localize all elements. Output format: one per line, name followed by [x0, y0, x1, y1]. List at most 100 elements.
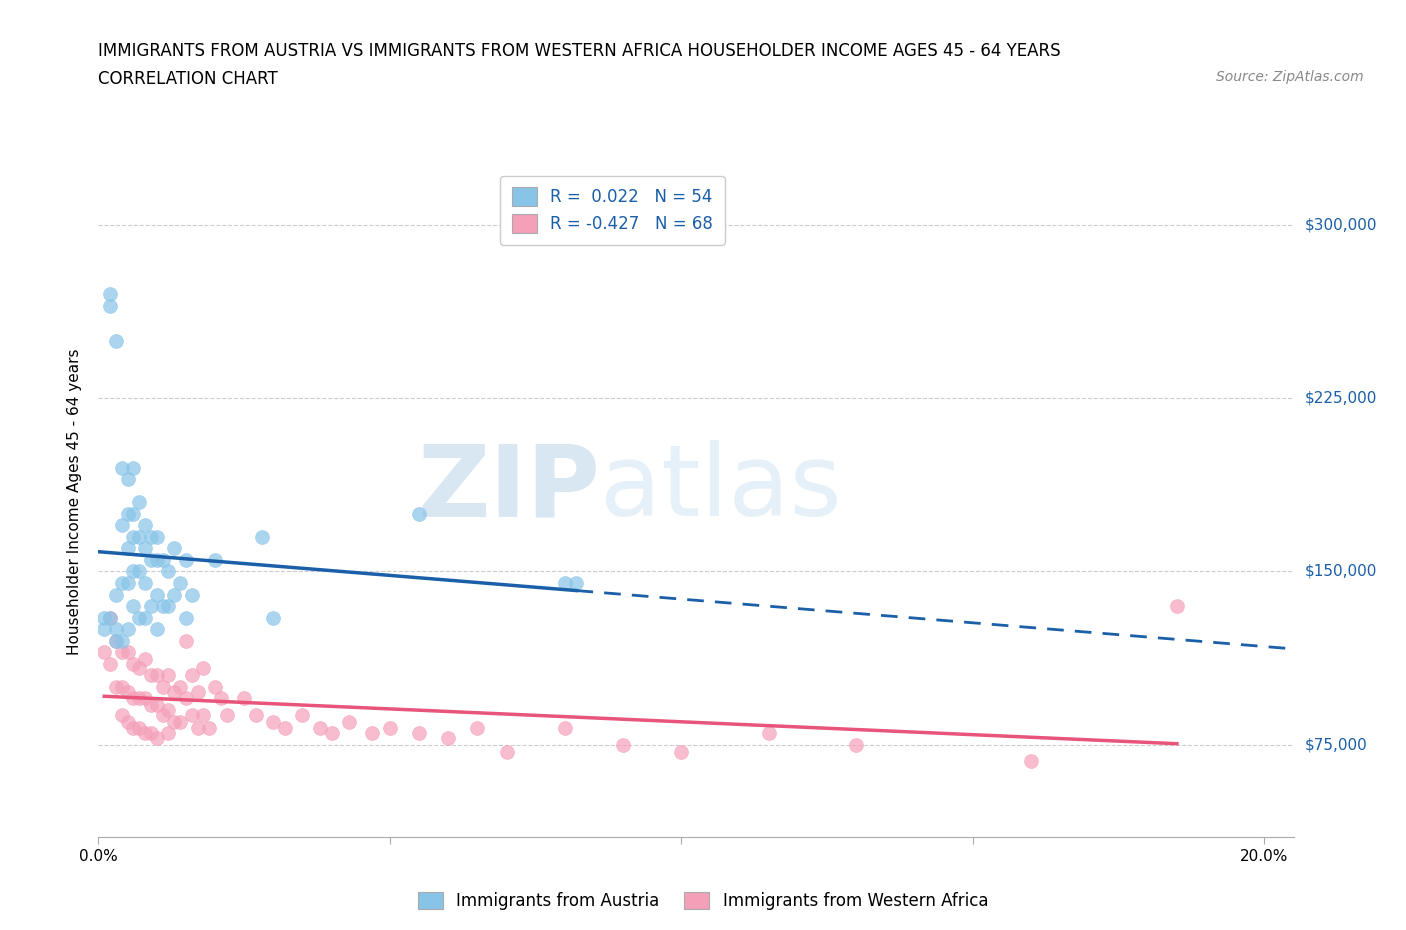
- Point: [128, 661, 150, 676]
- Point: [250, 529, 273, 544]
- Point: [128, 691, 150, 706]
- Point: [186, 684, 208, 699]
- Text: $75,000: $75,000: [1305, 737, 1368, 752]
- Text: $225,000: $225,000: [1305, 391, 1376, 405]
- Point: [671, 744, 693, 759]
- Point: [309, 721, 332, 736]
- Point: [122, 599, 145, 614]
- Point: [152, 680, 174, 695]
- Point: [758, 725, 780, 740]
- Point: [111, 576, 134, 591]
- Point: [145, 529, 167, 544]
- Point: [104, 622, 127, 637]
- Point: [157, 702, 180, 717]
- Point: [180, 707, 202, 722]
- Point: [157, 725, 180, 740]
- Point: [180, 668, 202, 683]
- Point: [128, 721, 150, 736]
- Point: [163, 541, 186, 556]
- Point: [186, 721, 208, 736]
- Point: [122, 529, 145, 544]
- Point: [93, 622, 115, 637]
- Point: [262, 610, 284, 625]
- Point: [122, 657, 145, 671]
- Point: [122, 721, 145, 736]
- Point: [145, 698, 167, 712]
- Point: [321, 725, 343, 740]
- Point: [274, 721, 297, 736]
- Point: [98, 299, 121, 313]
- Point: [117, 506, 139, 521]
- Point: [408, 725, 430, 740]
- Point: [122, 564, 145, 578]
- Point: [554, 576, 576, 591]
- Point: [122, 506, 145, 521]
- Point: [408, 506, 430, 521]
- Point: [152, 707, 174, 722]
- Point: [169, 680, 191, 695]
- Point: [157, 599, 180, 614]
- Point: [98, 657, 121, 671]
- Point: [152, 552, 174, 567]
- Point: [437, 730, 460, 745]
- Point: [193, 661, 215, 676]
- Point: [93, 610, 115, 625]
- Point: [1019, 753, 1042, 768]
- Point: [134, 576, 156, 591]
- Point: [111, 644, 134, 659]
- Point: [193, 707, 215, 722]
- Point: [134, 652, 156, 667]
- Point: [111, 460, 134, 475]
- Point: [139, 668, 162, 683]
- Point: [93, 644, 115, 659]
- Point: [111, 518, 134, 533]
- Point: [262, 714, 284, 729]
- Point: [128, 529, 150, 544]
- Point: [122, 691, 145, 706]
- Point: [117, 684, 139, 699]
- Point: [139, 552, 162, 567]
- Point: [98, 610, 121, 625]
- Point: [163, 714, 186, 729]
- Text: CORRELATION CHART: CORRELATION CHART: [98, 70, 278, 87]
- Point: [565, 576, 588, 591]
- Point: [145, 668, 167, 683]
- Point: [291, 707, 314, 722]
- Point: [111, 680, 134, 695]
- Point: [104, 633, 127, 648]
- Point: [139, 725, 162, 740]
- Point: [128, 610, 150, 625]
- Legend: Immigrants from Austria, Immigrants from Western Africa: Immigrants from Austria, Immigrants from…: [411, 885, 995, 917]
- Point: [174, 633, 197, 648]
- Text: ZIP: ZIP: [418, 440, 600, 538]
- Point: [554, 721, 576, 736]
- Point: [204, 552, 226, 567]
- Text: $150,000: $150,000: [1305, 564, 1376, 579]
- Point: [163, 587, 186, 602]
- Text: IMMIGRANTS FROM AUSTRIA VS IMMIGRANTS FROM WESTERN AFRICA HOUSEHOLDER INCOME AGE: IMMIGRANTS FROM AUSTRIA VS IMMIGRANTS FR…: [98, 42, 1062, 60]
- Point: [117, 472, 139, 486]
- Point: [104, 633, 127, 648]
- Text: Source: ZipAtlas.com: Source: ZipAtlas.com: [1216, 70, 1364, 84]
- Point: [111, 633, 134, 648]
- Point: [134, 691, 156, 706]
- Point: [117, 541, 139, 556]
- Legend: R =  0.022   N = 54, R = -0.427   N = 68: R = 0.022 N = 54, R = -0.427 N = 68: [501, 176, 724, 245]
- Y-axis label: Householder Income Ages 45 - 64 years: Householder Income Ages 45 - 64 years: [67, 349, 83, 656]
- Text: atlas: atlas: [600, 440, 842, 538]
- Point: [145, 552, 167, 567]
- Point: [337, 714, 360, 729]
- Point: [134, 725, 156, 740]
- Point: [134, 518, 156, 533]
- Point: [174, 552, 197, 567]
- Point: [117, 622, 139, 637]
- Point: [163, 684, 186, 699]
- Point: [612, 737, 634, 752]
- Point: [111, 707, 134, 722]
- Point: [139, 599, 162, 614]
- Point: [378, 721, 401, 736]
- Point: [104, 680, 127, 695]
- Point: [117, 644, 139, 659]
- Point: [845, 737, 868, 752]
- Point: [152, 599, 174, 614]
